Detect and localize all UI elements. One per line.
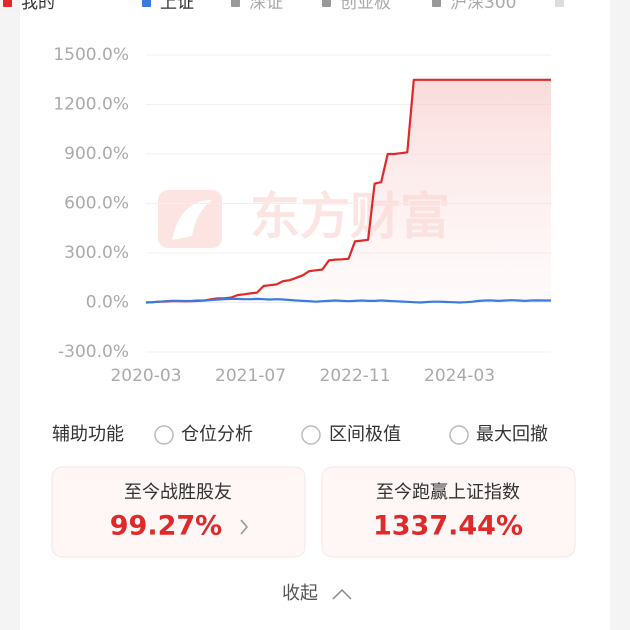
radio[interactable] bbox=[301, 425, 321, 445]
card: 至今跑赢上证指数 1337.44% bbox=[321, 466, 576, 558]
tool-option[interactable]: 仓位分析 bbox=[181, 424, 253, 445]
y-tick-label: 300.0% bbox=[64, 243, 129, 263]
radio[interactable] bbox=[154, 425, 174, 445]
y-tick-label: 600.0% bbox=[64, 194, 129, 214]
legend-label: 我的 bbox=[21, 0, 55, 13]
card-bg bbox=[51, 466, 306, 558]
legend-label: 沪深300 bbox=[450, 0, 516, 13]
legend: 我的 上证 深证 创业板 沪深300 bbox=[3, 0, 564, 13]
x-tick-label: 2020-03 bbox=[110, 366, 181, 386]
legend-label: 上证 bbox=[160, 0, 194, 13]
watermark-logo bbox=[158, 190, 222, 248]
chevron bbox=[240, 519, 249, 535]
card-bg bbox=[321, 466, 576, 558]
chart: -300.0% 0.0% 300.0% 600.0% 900.0% 1200.0% 1500… bbox=[53, 45, 551, 386]
line bbox=[145, 297, 551, 304]
legend-swatch bbox=[555, 0, 564, 7]
y-tick-label: 900.0% bbox=[64, 144, 129, 164]
legend-swatch bbox=[432, 0, 441, 7]
card-value: 99.27% bbox=[110, 511, 222, 542]
y-tick-label: 0.0% bbox=[86, 293, 129, 313]
tool-option[interactable]: 最大回撤 bbox=[476, 424, 548, 445]
x-tick-label: 2021-07 bbox=[215, 366, 286, 386]
area bbox=[146, 79, 551, 303]
card-title: 至今跑赢上证指数 bbox=[376, 481, 520, 503]
tools-row: 辅助功能 仓位分析 区间极值 最大回撤 bbox=[52, 424, 548, 445]
y-tick-label: -300.0% bbox=[58, 342, 129, 362]
legend-swatch bbox=[3, 0, 12, 7]
x-tick-label: 2022-11 bbox=[320, 366, 391, 386]
radio[interactable] bbox=[449, 425, 469, 445]
card-title: 至今战胜股友 bbox=[124, 482, 232, 503]
tools-label: 辅助功能 bbox=[52, 424, 124, 445]
collapse-button[interactable]: 收起 bbox=[282, 583, 352, 604]
x-tick-label: 2024-03 bbox=[424, 366, 495, 386]
legend-swatch bbox=[231, 0, 240, 7]
collapse-label[interactable]: 收起 bbox=[282, 583, 318, 604]
legend-label: 创业板 bbox=[340, 0, 391, 13]
y-tick-label: 1500.0% bbox=[53, 45, 129, 65]
y-tick-label: 1200.0% bbox=[53, 95, 129, 115]
chevron-up bbox=[332, 588, 352, 600]
legend-swatch bbox=[142, 0, 151, 7]
legend-label: 深证 bbox=[249, 0, 283, 13]
tool-option[interactable]: 区间极值 bbox=[329, 424, 401, 445]
card-value: 1337.44% bbox=[373, 511, 523, 542]
card[interactable]: 至今战胜股友 99.27% bbox=[51, 466, 306, 558]
legend-swatch bbox=[322, 0, 331, 7]
